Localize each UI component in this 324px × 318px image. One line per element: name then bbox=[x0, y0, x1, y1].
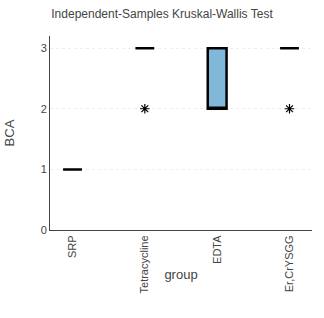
svg-text:1: 1 bbox=[41, 163, 47, 175]
svg-text:group: group bbox=[164, 267, 197, 282]
svg-text:BCA: BCA bbox=[2, 119, 17, 146]
svg-text:Independent-Samples Kruskal-Wa: Independent-Samples Kruskal-Wallis Test bbox=[51, 7, 273, 21]
svg-text:2: 2 bbox=[41, 103, 47, 115]
svg-text:SRP: SRP bbox=[66, 235, 78, 258]
svg-text:0: 0 bbox=[41, 224, 47, 236]
svg-text:3: 3 bbox=[41, 42, 47, 54]
svg-text:EDTA: EDTA bbox=[211, 235, 223, 264]
svg-text:Tetracycline: Tetracycline bbox=[138, 235, 150, 293]
svg-text:Er,CrYSGG: Er,CrYSGG bbox=[283, 235, 295, 292]
